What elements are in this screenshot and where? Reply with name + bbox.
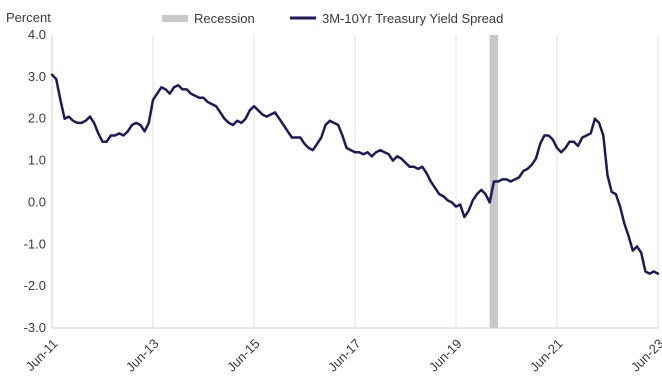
y-tick-label-7: -3.0	[24, 320, 46, 335]
gridlines	[51, 35, 659, 328]
x-tick-label-1: Jun-13	[123, 336, 162, 375]
series-lines	[50, 73, 660, 275]
y-tick-label-2: 2.0	[28, 111, 46, 126]
legend: Recession 3M-10Yr Treasury Yield Spread	[162, 11, 503, 26]
x-tick-label-6: Jun-23	[628, 336, 662, 375]
y-tick-label-1: 3.0	[28, 69, 46, 84]
y-tick-label-6: -2.0	[24, 278, 46, 293]
x-tick-label-0: Jun-11	[23, 336, 61, 374]
y-tick-label-5: -1.0	[24, 236, 46, 251]
x-tick-labels: Jun-11 Jun-13 Jun-15 Jun-17 Jun-19 Jun-21 Jun-…	[23, 336, 662, 375]
y-tick-label-3: 1.0	[28, 153, 46, 168]
legend-recession-swatch	[162, 15, 188, 22]
legend-spread-label: 3M-10Yr Treasury Yield Spread	[322, 11, 503, 26]
y-tick-label-4: 0.0	[28, 194, 46, 209]
y-tick-labels: 4.0 3.0 2.0 1.0 0.0 -1.0 -2.0 -3.0	[24, 27, 46, 335]
x-tick-label-2: Jun-15	[224, 336, 263, 375]
x-tick-label-3: Jun-17	[325, 336, 364, 375]
x-tick-label-5: Jun-21	[527, 336, 566, 375]
series-line-0	[50, 73, 660, 275]
y-tick-label-0: 4.0	[28, 27, 46, 42]
legend-recession-label: Recession	[194, 11, 255, 26]
y-axis-label: Percent	[6, 10, 51, 25]
x-tick-label-4: Jun-19	[426, 336, 465, 375]
axes	[51, 35, 658, 329]
